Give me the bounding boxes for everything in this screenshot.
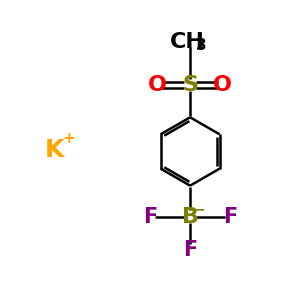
Text: −: − [193, 202, 205, 216]
Text: F: F [223, 207, 237, 227]
Text: +: + [62, 130, 75, 146]
Text: F: F [183, 240, 197, 260]
Text: CH: CH [170, 32, 205, 52]
Text: O: O [213, 75, 232, 94]
Text: K: K [45, 138, 64, 162]
Text: 3: 3 [196, 38, 207, 53]
Text: F: F [143, 207, 157, 227]
Text: B: B [182, 207, 199, 227]
Text: O: O [148, 75, 167, 94]
Text: S: S [182, 75, 198, 94]
